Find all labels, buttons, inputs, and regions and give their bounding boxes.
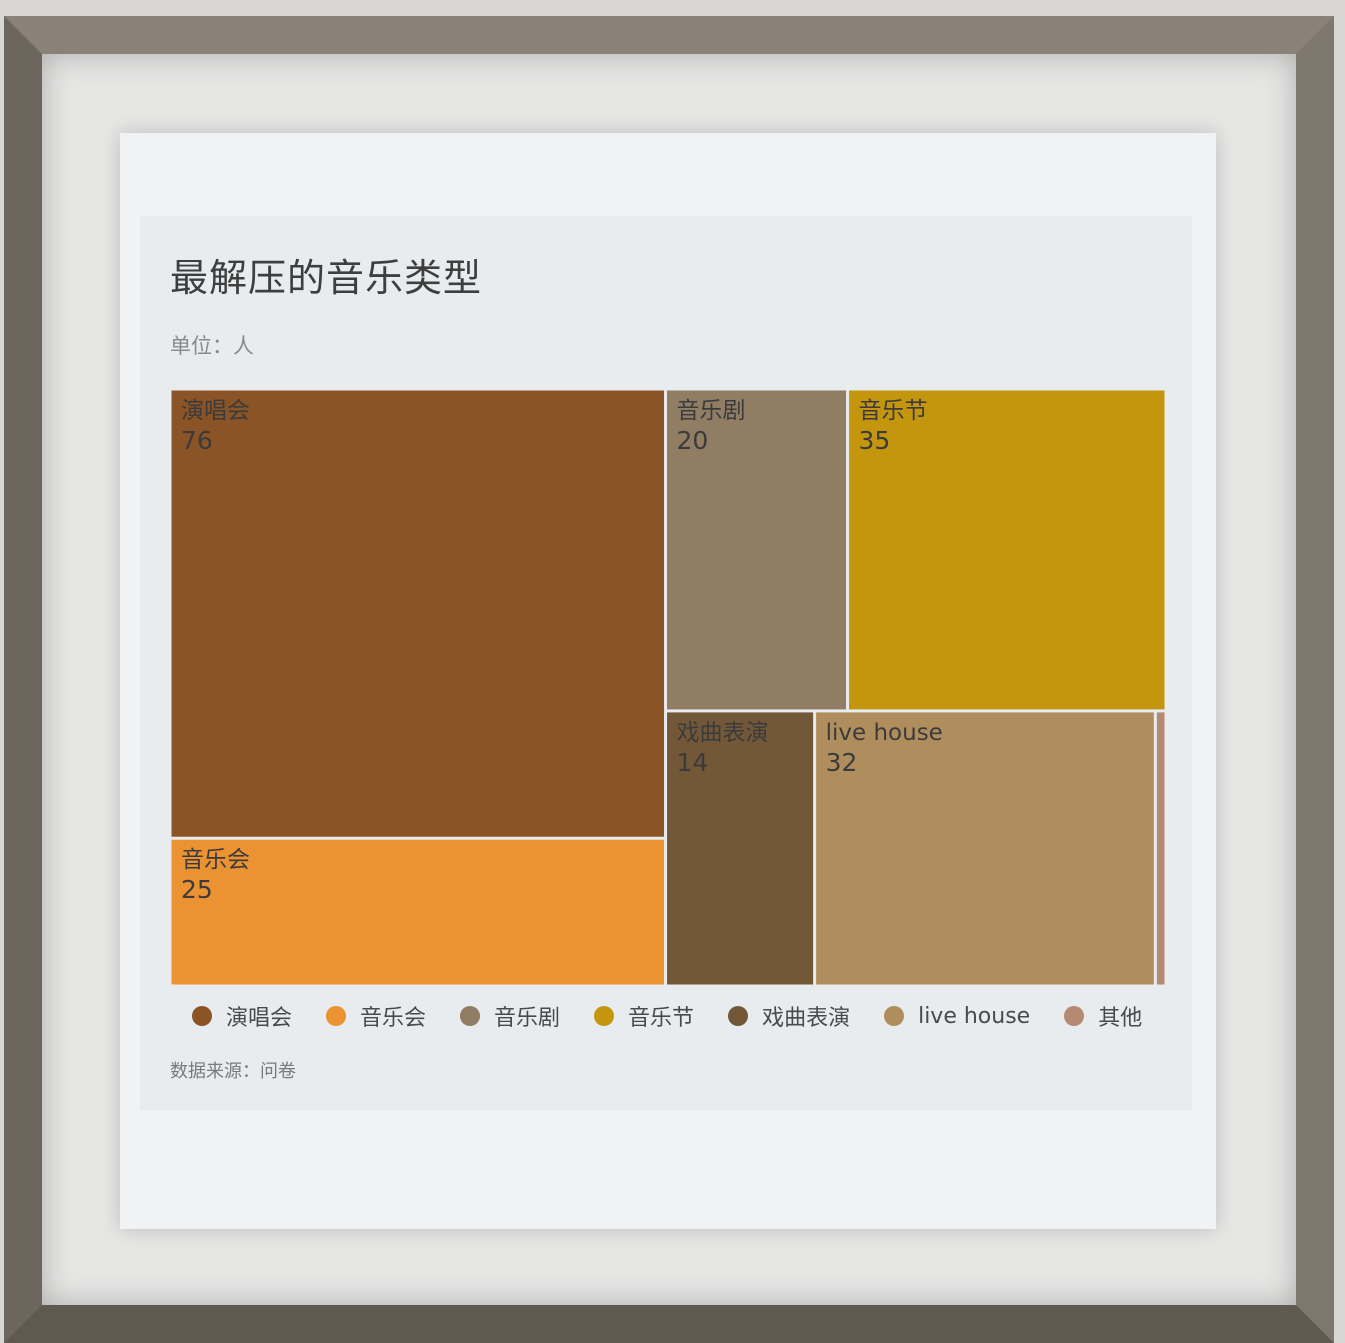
treemap-cell-音乐会[interactable]: [171, 839, 665, 985]
legend-item-音乐节[interactable]: 音乐节: [594, 1000, 694, 1032]
legend-item-其他[interactable]: 其他: [1064, 1000, 1142, 1032]
treemap-cell-戏曲表演[interactable]: [667, 712, 814, 985]
treemap-cell-演唱会[interactable]: [171, 390, 665, 837]
legend-label: live house: [918, 1003, 1031, 1029]
legend-swatch: [728, 1006, 749, 1026]
legend-swatch: [594, 1006, 615, 1026]
chart-subtitle: 单位：人: [170, 334, 254, 358]
legend-swatch: [1064, 1006, 1085, 1026]
chart-source: 数据来源：问卷: [170, 1061, 296, 1082]
chart-title: 最解压的音乐类型: [170, 256, 483, 300]
treemap-cell-音乐剧[interactable]: [667, 390, 847, 710]
treemap-cell-音乐节[interactable]: [849, 390, 1165, 710]
legend-swatch: [460, 1006, 481, 1026]
treemap-cell-live-house[interactable]: [816, 712, 1154, 985]
legend-label: 音乐会: [360, 1006, 427, 1031]
legend-item-戏曲表演[interactable]: 戏曲表演: [728, 1000, 850, 1032]
treemap-cell-其他[interactable]: [1156, 712, 1165, 985]
legend-label: 音乐剧: [494, 1006, 561, 1031]
chart-legend: 演唱会 音乐会 音乐剧 音乐节 戏曲表演 live house 其他: [192, 1000, 1176, 1032]
legend-label: 戏曲表演: [762, 1006, 851, 1031]
legend-item-演唱会[interactable]: 演唱会: [192, 1000, 292, 1032]
legend-label: 演唱会: [226, 1006, 293, 1031]
legend-label: 音乐节: [628, 1006, 695, 1031]
legend-item-live-house[interactable]: live house: [884, 1004, 1030, 1029]
legend-swatch: [192, 1006, 212, 1026]
legend-swatch: [326, 1006, 347, 1026]
legend-item-音乐会[interactable]: 音乐会: [326, 1000, 426, 1032]
legend-label: 其他: [1098, 1006, 1143, 1031]
legend-swatch: [884, 1006, 905, 1026]
legend-item-音乐剧[interactable]: 音乐剧: [460, 1000, 560, 1032]
